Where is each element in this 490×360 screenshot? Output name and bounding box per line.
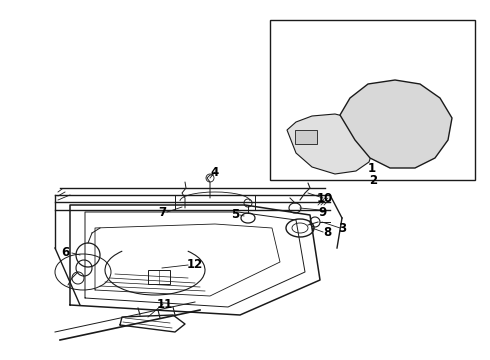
Text: 10: 10 (317, 192, 333, 204)
Text: 9: 9 (318, 206, 326, 219)
Text: 7: 7 (158, 206, 166, 219)
Text: 1: 1 (368, 162, 376, 175)
Text: 2: 2 (369, 174, 377, 186)
Bar (148, 270, 170, 284)
Text: 8: 8 (323, 226, 331, 239)
Text: 12: 12 (187, 258, 203, 271)
Polygon shape (287, 114, 374, 174)
Text: 4: 4 (211, 166, 219, 179)
Text: 11: 11 (157, 297, 173, 310)
Text: 3: 3 (338, 221, 346, 234)
Bar (295, 130, 317, 144)
Text: 5: 5 (231, 208, 239, 221)
Polygon shape (340, 80, 452, 168)
Bar (270, 20, 475, 180)
Text: 6: 6 (61, 247, 69, 260)
